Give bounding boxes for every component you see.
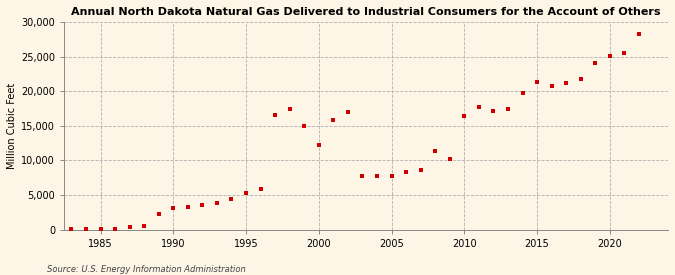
Point <box>270 113 281 118</box>
Point <box>415 168 426 172</box>
Point <box>503 106 514 111</box>
Point <box>342 110 353 114</box>
Point <box>386 174 397 178</box>
Point <box>168 206 179 210</box>
Point <box>153 212 164 216</box>
Point <box>401 170 412 174</box>
Point <box>95 227 106 231</box>
Point <box>284 106 295 111</box>
Point <box>299 124 310 128</box>
Point <box>139 224 150 229</box>
Point <box>372 174 383 178</box>
Point <box>444 157 455 161</box>
Point <box>459 114 470 118</box>
Point <box>313 142 324 147</box>
Title: Annual North Dakota Natural Gas Delivered to Industrial Consumers for the Accoun: Annual North Dakota Natural Gas Delivere… <box>72 7 661 17</box>
Point <box>575 76 586 81</box>
Point <box>182 205 193 209</box>
Point <box>488 108 499 113</box>
Point <box>634 31 645 36</box>
Point <box>211 200 222 205</box>
Text: Source: U.S. Energy Information Administration: Source: U.S. Energy Information Administ… <box>47 265 246 274</box>
Point <box>561 81 572 85</box>
Point <box>619 51 630 55</box>
Point <box>226 196 237 201</box>
Y-axis label: Million Cubic Feet: Million Cubic Feet <box>7 83 17 169</box>
Point <box>430 149 441 154</box>
Point <box>197 203 208 207</box>
Point <box>241 191 252 195</box>
Point <box>328 118 339 122</box>
Point <box>590 60 601 65</box>
Point <box>255 187 266 191</box>
Point <box>124 225 135 230</box>
Point <box>604 54 615 58</box>
Point <box>517 91 528 95</box>
Point <box>80 227 91 232</box>
Point <box>109 226 120 231</box>
Point <box>532 80 543 84</box>
Point <box>546 83 557 88</box>
Point <box>66 227 77 232</box>
Point <box>357 174 368 178</box>
Point <box>473 105 484 109</box>
